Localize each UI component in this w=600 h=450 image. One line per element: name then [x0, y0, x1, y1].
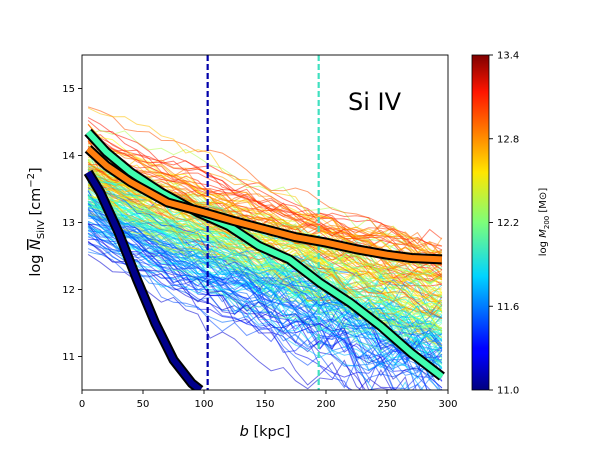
y-tick-label: 12	[62, 285, 75, 296]
x-tick-label: 200	[316, 399, 335, 410]
colorbar	[471, 54, 490, 391]
profile-line	[87, 221, 442, 390]
high-mass-median	[86, 146, 443, 263]
y-tick-label: 14	[62, 151, 75, 162]
profile-line	[87, 195, 443, 342]
profile-line	[87, 241, 442, 380]
x-axis-ticks: 0 50 100 150 200 250 300	[79, 390, 458, 410]
low-mass-median	[85, 170, 203, 390]
profile-line	[87, 194, 443, 375]
profile-line	[88, 151, 443, 260]
x-tick-label: 150	[255, 399, 274, 410]
y-axis-ticks: 11 12 13 14 15	[62, 84, 82, 363]
x-axis-title: b [kpc]	[240, 424, 291, 440]
profile-line	[87, 145, 443, 278]
profile-line	[87, 248, 428, 390]
x-tick-label: 0	[79, 399, 85, 410]
profile-line	[87, 142, 443, 257]
x-tick-label: 300	[438, 399, 457, 410]
profile-line	[87, 140, 442, 254]
profile-line	[87, 107, 443, 273]
profile-line	[87, 135, 443, 278]
profile-line	[88, 206, 443, 341]
x-tick-label: 50	[137, 399, 150, 410]
y-axis-title: log NSiIV [cm−2]	[26, 167, 47, 276]
colorbar-tick-label: 12.2	[497, 218, 519, 229]
y-tick-label: 11	[62, 352, 75, 363]
colorbar-tick-label: 13.4	[497, 51, 519, 62]
profile-line	[87, 202, 442, 311]
profile-line	[88, 195, 443, 313]
profile-line	[87, 232, 443, 389]
profile-line	[87, 243, 443, 369]
median-profiles	[83, 128, 445, 390]
mid-mass-median	[85, 130, 444, 379]
colorbar-tick-label: 12.8	[497, 134, 519, 145]
colorbar-tick-label: 11.6	[497, 302, 519, 313]
profile-line	[87, 234, 442, 390]
profile-line	[87, 225, 394, 390]
profile-line	[87, 205, 443, 333]
profile-line	[87, 223, 397, 390]
x-tick-label: 250	[377, 399, 396, 410]
profile-line	[87, 215, 443, 346]
colorbar-ticks: 11.0 11.6 12.2 12.8 13.4	[489, 51, 519, 397]
profile-line	[87, 190, 422, 390]
y-tick-label: 13	[62, 218, 75, 229]
profile-line	[87, 138, 442, 303]
profile-line	[87, 178, 443, 308]
colorbar-title: log M200 [M⊙]	[538, 188, 551, 257]
profile-line	[87, 182, 443, 350]
virial-radius-lines	[206, 55, 320, 390]
profile-line	[87, 210, 424, 390]
ion-label: Si IV	[348, 88, 402, 116]
y-tick-label: 15	[62, 84, 75, 95]
colorbar-tick-label: 11.0	[497, 386, 519, 397]
x-tick-label: 100	[194, 399, 213, 410]
profile-line	[87, 182, 442, 362]
